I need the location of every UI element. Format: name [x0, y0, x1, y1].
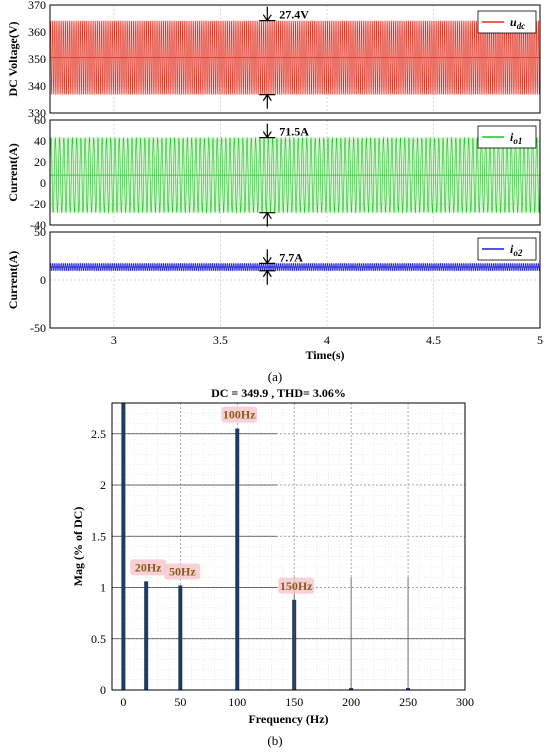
bar: [235, 428, 240, 690]
y-tick-label: 360: [28, 25, 46, 39]
y-tick-label: 2: [100, 478, 106, 492]
x-tick-label: 50: [174, 695, 186, 709]
x-tick-label: 300: [456, 695, 474, 709]
x-tick-label: 200: [342, 695, 360, 709]
y-tick-label: 50: [34, 225, 46, 239]
peak-label: 20Hz: [135, 560, 162, 574]
y-tick-label: 330: [28, 106, 46, 120]
y-tick-label: 0: [40, 176, 46, 190]
legend-label: io1: [510, 130, 522, 146]
annotation-arrow-up: [262, 269, 272, 285]
plot-frame: [111, 402, 466, 691]
annotation-arrow-down: [262, 123, 272, 139]
caption-b: (b): [267, 733, 282, 748]
annotation-label: 71.5A: [279, 125, 309, 139]
bar: [178, 585, 183, 690]
y-tick-label: 370: [28, 0, 46, 12]
peak-label-highlight: [221, 406, 258, 423]
panel-bottom: -50 0 50 Current(A) io2 7.7A 3 3.5 4 4.5 5 Time(s): [6, 225, 543, 362]
plot-frame: [49, 4, 541, 114]
plot-frame: [49, 231, 541, 329]
legend: io2: [477, 237, 537, 261]
chart-title: DC = 349.9 , THD= 3.06%: [211, 386, 346, 400]
y-axis-label: DC Voltage(V): [6, 22, 20, 97]
spectrum-panel: 0 50 100 150 200 250 300 0 0.5 1 1.5 2 2.5 20Hz 50Hz 10…: [71, 386, 474, 726]
x-tick-label: 3: [111, 333, 117, 347]
y-tick-label: 60: [34, 113, 46, 127]
peak-label: 100Hz: [223, 408, 256, 422]
x-tick-label: 150: [285, 695, 303, 709]
x-tick-label: 250: [399, 695, 417, 709]
x-tick-label: 4.5: [426, 333, 441, 347]
peak-label-highlight: [164, 563, 201, 580]
x-tick-label: 100: [228, 695, 246, 709]
x-axis-label: Frequency (Hz): [248, 712, 328, 726]
y-tick-label: 20: [34, 155, 46, 169]
y-axis-label: Mag (% of DC): [71, 507, 85, 587]
y-tick-label: 340: [28, 79, 46, 93]
y-tick-label: 2.5: [91, 427, 106, 441]
legend-label: udc: [510, 15, 525, 31]
peak-label-highlight: [130, 559, 167, 576]
x-tick-label: 0: [120, 695, 126, 709]
legend-box: [477, 125, 537, 149]
panel-top: 330 340 350 360 370 DC Voltage(V) udc 27.4V: [6, 0, 541, 120]
y-tick-label: -40: [30, 218, 46, 232]
legend: io1: [477, 125, 537, 149]
panel-middle: -40 -20 0 20 40 60 Current(A) io1 71.5A: [6, 113, 541, 232]
annotation-label: 27.4V: [279, 8, 309, 22]
amplitude-annotation: 27.4V: [259, 6, 309, 109]
peak-label: 50Hz: [169, 564, 196, 578]
legend-label: io2: [510, 242, 523, 258]
y-tick-label: 0.5: [91, 632, 106, 646]
annotation-arrow-up: [262, 211, 272, 227]
y-tick-label: 1: [100, 581, 106, 595]
peak-label-highlight: [278, 577, 315, 594]
y-tick-label: -50: [30, 321, 46, 335]
y-tick-label: -20: [30, 197, 46, 211]
x-tick-label: 4: [324, 333, 330, 347]
bar: [144, 581, 149, 690]
plot-frame: [49, 119, 541, 226]
y-tick-label: 1.5: [91, 529, 106, 543]
amplitude-annotation: 7.7A: [259, 249, 303, 285]
legend-box: [477, 10, 537, 34]
legend-box: [477, 237, 537, 261]
peak-label: 150Hz: [280, 579, 313, 593]
x-axis-label: Time(s): [305, 348, 344, 362]
annotation-arrow-down: [262, 249, 272, 265]
y-axis-label: Current(A): [6, 251, 20, 309]
bar: [121, 403, 126, 690]
y-tick-label: 350: [28, 52, 46, 66]
annotation-label: 7.7A: [279, 250, 303, 264]
caption-a: (a): [268, 369, 282, 384]
y-tick-label: 0: [100, 683, 106, 697]
x-tick-label: 3.5: [213, 333, 228, 347]
legend: udc: [477, 10, 537, 34]
y-tick-label: 0: [40, 273, 46, 287]
y-axis-label: Current(A): [6, 143, 20, 201]
annotation-arrow-up: [262, 93, 272, 109]
annotation-arrow-down: [262, 6, 272, 22]
x-tick-label: 5: [537, 333, 543, 347]
amplitude-annotation: 71.5A: [259, 123, 309, 227]
y-tick-label: 40: [34, 134, 46, 148]
